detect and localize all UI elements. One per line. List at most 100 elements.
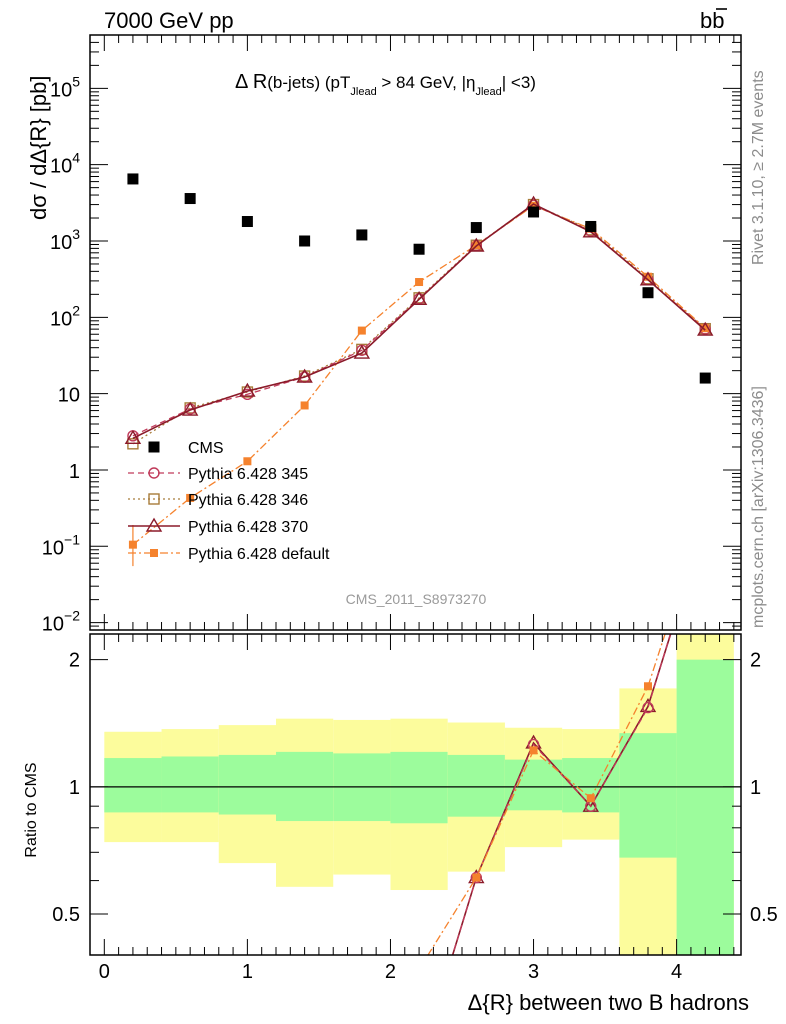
band-inner-5 (390, 751, 448, 824)
y-tick-exponent: 5 (72, 73, 80, 89)
point-cms-8 (585, 220, 597, 232)
y-tick-mantissa: 10 (58, 385, 80, 407)
legend-label-cms: CMS (188, 440, 224, 457)
y-tick-mantissa: 10 (50, 232, 72, 254)
y-tick-mantissa: 1 (69, 461, 80, 483)
process-label: bb (700, 8, 724, 33)
point-cms-6 (470, 222, 482, 234)
legend: CMS Pythia 6.428 345 Pythia 6.428 346 Pythi… (128, 440, 330, 563)
chart-title-sub1: (b-jets) (pT (267, 73, 350, 92)
point-cms-1 (184, 193, 196, 205)
ratio-point-p345-6 (470, 871, 483, 884)
chart-title-main: Δ R (235, 71, 267, 93)
chart-title: Δ R(b-jets) (pTJlead > 84 GeV, |ηJlead| … (235, 71, 536, 98)
legend-marker-p370 (145, 517, 163, 532)
y-tick-exponent: 3 (72, 226, 80, 242)
energy-label: 7000 GeV pp (104, 8, 234, 33)
point-p345-2 (241, 388, 254, 401)
ratio-line-pdefault (427, 634, 666, 955)
ratio-y-tick-label-left: 2 (69, 650, 80, 672)
chart-title-jlead2: Jlead (475, 86, 501, 98)
point-p370-10 (697, 321, 714, 336)
ratio-point-pdefault-7 (529, 746, 538, 755)
y-tick-label: 10−2 (42, 608, 80, 636)
main-frame (89, 34, 742, 631)
point-pdefault-3 (300, 401, 309, 410)
ratio-point-p345-9 (642, 701, 654, 714)
legend-label-p346: Pythia 6.428 346 (188, 492, 308, 509)
y-tick-label: 10 (58, 385, 80, 407)
ratio-y-tick-label-left: 1 (69, 777, 80, 799)
point-cms-0 (127, 173, 139, 185)
y-tick-exponent: 4 (72, 150, 80, 166)
x-tick-label: 3 (528, 961, 539, 983)
ratio-point-pdefault-8 (586, 794, 595, 803)
ratio-y-tick-label-right: 0.5 (750, 904, 778, 926)
point-pdefault-4 (357, 326, 366, 335)
y-tick-exponent: −1 (64, 531, 80, 547)
ratio-panel: 0.5 0.5 1 1 2 2 0 1 2 3 4 Ratio to CMS Δ{R} betwe… (23, 633, 778, 1015)
y-tick-mantissa: 10 (50, 308, 72, 330)
x-tick-label: 4 (671, 961, 682, 983)
band-inner-9 (619, 733, 677, 858)
series-line-p346 (132, 203, 706, 445)
x-tick-label: 1 (242, 961, 253, 983)
rivet-label: Rivet 3.1.10, ≥ 2.7M events (750, 70, 767, 265)
x-tick-label: 0 (99, 961, 110, 983)
y-tick-label: 1 (69, 461, 80, 483)
legend-label-p345: Pythia 6.428 345 (188, 466, 308, 483)
point-pdefault-7 (529, 201, 538, 210)
legend-label-pdefault: Pythia 6.428 default (188, 546, 330, 563)
point-p370-2 (239, 382, 256, 397)
ratio-line-p345 (451, 634, 672, 955)
y-tick-mantissa: 10 (50, 79, 72, 101)
y-tick-label: 104 (50, 150, 80, 178)
ratio-y-tick-label-right: 1 (750, 777, 761, 799)
series-line-p370 (132, 203, 706, 440)
legend-marker-cms (148, 441, 160, 453)
main-y-axis-label: dσ / dΔ{R} [pb] (26, 76, 51, 220)
y-tick-exponent: −2 (64, 608, 80, 624)
legend-marker-p345 (148, 467, 160, 479)
mcplots-label: mcplots.cern.ch [arXiv:1306.3436] (750, 386, 767, 628)
point-pdefault-1 (186, 493, 195, 502)
x-axis-label: Δ{R} between two B hadrons (468, 990, 749, 1015)
legend-marker-p346 (148, 493, 160, 505)
band-inner-6 (447, 754, 505, 817)
y-tick-mantissa: 10 (42, 614, 64, 636)
y-tick-mantissa: 10 (50, 156, 72, 178)
ratio-point-pdefault-6 (472, 873, 481, 882)
point-p370-9 (639, 271, 657, 286)
point-cms-4 (356, 229, 368, 241)
point-p370-0 (124, 429, 142, 444)
point-pdefault-5 (415, 278, 424, 287)
band-inner-0 (104, 758, 162, 813)
point-cms-2 (241, 216, 253, 228)
point-cms-7 (528, 206, 540, 218)
ratio-point-pdefault-9 (644, 682, 652, 691)
point-p370-6 (468, 237, 485, 252)
ratio-y-tick-label-right: 2 (750, 650, 761, 672)
y-tick-exponent: 2 (72, 302, 80, 318)
y-tick-label: 105 (50, 73, 80, 101)
x-tick-label: 2 (385, 961, 396, 983)
point-pdefault-9 (644, 272, 652, 281)
point-cms-3 (299, 235, 311, 247)
point-p370-5 (410, 290, 428, 306)
ratio-frame (89, 633, 742, 956)
ratio-y-axis-label: Ratio to CMS (23, 762, 40, 857)
analysis-id: CMS_2011_S8973270 (346, 591, 487, 607)
point-cms-10 (699, 372, 711, 384)
point-p370-4 (353, 344, 371, 359)
point-cms-5 (413, 243, 425, 255)
ratio-point-p370-9 (639, 698, 657, 713)
y-tick-label: 10−1 (42, 531, 80, 559)
band-inner-2 (218, 754, 276, 815)
legend-label-p370: Pythia 6.428 370 (188, 519, 308, 536)
point-p370-3 (296, 368, 313, 383)
point-p370-1 (181, 401, 199, 416)
band-inner-10 (676, 659, 734, 955)
chart-title-mid: > 84 GeV, |η (377, 73, 476, 92)
